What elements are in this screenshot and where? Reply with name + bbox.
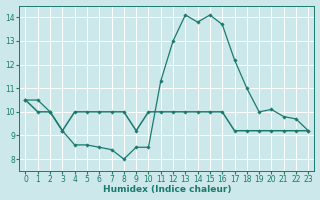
X-axis label: Humidex (Indice chaleur): Humidex (Indice chaleur) (103, 185, 231, 194)
